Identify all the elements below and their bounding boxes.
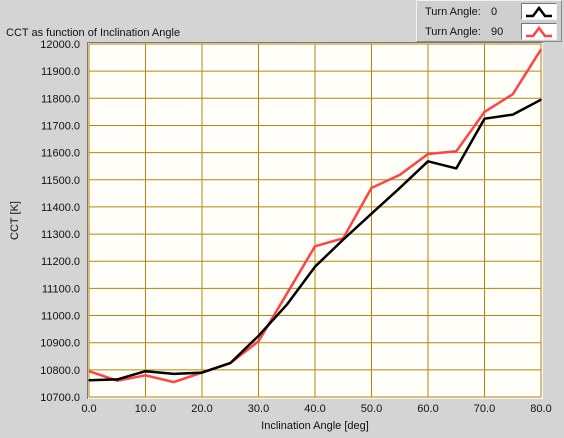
legend-item-0[interactable]: Turn Angle: 0 xyxy=(417,2,563,22)
x-tick-label: 10.0 xyxy=(135,403,156,415)
series-1-point xyxy=(88,370,90,373)
series-1-point xyxy=(540,48,542,51)
series-0-point xyxy=(314,265,316,268)
chart-title: CCT as function of Inclination Angle xyxy=(6,27,181,39)
series-0-point xyxy=(116,378,119,381)
x-tick-label: 60.0 xyxy=(417,403,438,415)
legend-swatch-0[interactable] xyxy=(521,3,557,20)
series-1-point xyxy=(172,381,175,383)
y-tick-label: 11400.0 xyxy=(41,202,80,214)
series-0-point xyxy=(201,371,203,374)
series-1-point xyxy=(427,153,429,155)
legend-value-1: 90 xyxy=(491,26,504,38)
legend: Turn Angle: 0 Turn Angle: 90 xyxy=(416,0,562,42)
legend-label-0: Turn Angle: xyxy=(425,6,481,18)
x-tick-label: 0.0 xyxy=(81,403,96,415)
series-1-point xyxy=(370,187,373,189)
series-1-point xyxy=(314,245,316,248)
legend-swatch-1[interactable] xyxy=(521,23,557,40)
y-tick-label: 11800.0 xyxy=(41,93,80,105)
x-tick-label: 70.0 xyxy=(474,403,495,415)
series-1-point xyxy=(144,374,147,377)
y-tick-label: 11700.0 xyxy=(41,120,80,132)
x-tick-label: 50.0 xyxy=(361,403,382,415)
series-1-point xyxy=(455,150,458,153)
series-0-point xyxy=(427,160,429,163)
series-0-point xyxy=(172,373,175,375)
series-0-point xyxy=(342,238,345,241)
series-0-point xyxy=(511,113,514,116)
series-0-point xyxy=(370,212,373,215)
legend-label-1: Turn Angle: xyxy=(425,26,481,38)
y-tick-label: 10800.0 xyxy=(40,365,80,377)
y-axis-title: CCT [K] xyxy=(9,201,21,240)
y-tick-label: 11000.0 xyxy=(41,311,80,323)
legend-item-1[interactable]: Turn Angle: 90 xyxy=(417,22,563,42)
legend-swatch-line-icon xyxy=(526,25,552,38)
x-tick-label: 30.0 xyxy=(248,403,269,415)
y-tick-label: 10900.0 xyxy=(40,338,80,350)
series-0-point xyxy=(229,362,232,364)
series-1-point xyxy=(285,293,288,295)
x-tick-label: 40.0 xyxy=(304,403,325,415)
x-tick-label: 80.0 xyxy=(530,403,551,415)
y-tick-label: 11300.0 xyxy=(41,229,80,241)
y-tick-label: 11900.0 xyxy=(41,66,80,78)
x-tick-label: 20.0 xyxy=(191,403,212,415)
series-0-point xyxy=(88,379,90,381)
y-tick-label: 11600.0 xyxy=(41,148,80,160)
legend-value-0: 0 xyxy=(491,6,498,18)
series-1-point xyxy=(257,340,260,343)
y-tick-label: 10700.0 xyxy=(40,392,80,404)
series-1-point xyxy=(483,111,486,113)
series-0-point xyxy=(483,117,486,120)
series-0-point xyxy=(257,335,260,337)
series-0-point xyxy=(540,98,542,101)
x-axis-title: Inclination Angle [deg] xyxy=(261,420,369,432)
series-1-point xyxy=(511,93,514,96)
y-tick-label: 11100.0 xyxy=(42,283,80,295)
y-tick-label: 12000.0 xyxy=(40,39,80,51)
y-tick-label: 11500.0 xyxy=(41,175,80,187)
series-0-point xyxy=(398,187,401,189)
series-1-point xyxy=(398,174,401,176)
legend-swatch-line-icon xyxy=(526,5,552,18)
y-tick-label: 11200.0 xyxy=(41,256,80,268)
series-0-point xyxy=(144,370,147,373)
series-0-point xyxy=(285,303,288,306)
series-0-point xyxy=(455,167,458,170)
